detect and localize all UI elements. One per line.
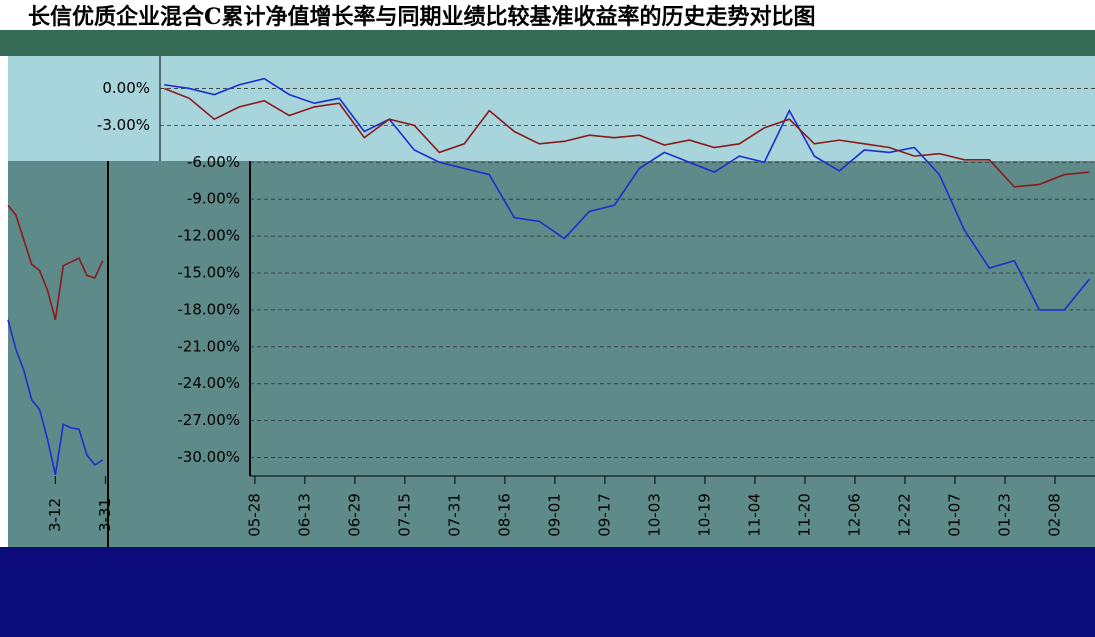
x-tick-label: 07-31 — [445, 493, 463, 537]
x-tick-label: 12-06 — [845, 493, 863, 537]
chart-title: 长信优质企业混合C累计净值增长率与同期业绩比较基准收益率的历史走势对比图 — [28, 4, 816, 30]
x-tick-label: 06-13 — [295, 493, 313, 537]
x-tick-label: 11-04 — [745, 493, 763, 537]
x-tick-label: 02-08 — [1045, 493, 1063, 537]
x-tick-label: 10-19 — [695, 493, 713, 537]
y-tick-label: 0.00% — [102, 79, 150, 97]
bottom-band — [0, 547, 1095, 637]
main-panel — [108, 161, 1095, 547]
x-tick-label: 01-23 — [995, 493, 1013, 537]
x-tick-label: 08-16 — [495, 493, 513, 537]
x-tick-label: 05-28 — [245, 493, 263, 537]
y-tick-label: -21.00% — [177, 337, 240, 355]
x-tick-label: 3-31 — [96, 498, 114, 532]
y-tick-label: -27.00% — [177, 411, 240, 429]
title-strip — [0, 30, 1095, 56]
y-tick-label: -18.00% — [177, 300, 240, 318]
x-tick-label: 01-07 — [945, 493, 963, 537]
x-tick-label: 10-03 — [645, 493, 663, 537]
left-panel — [8, 161, 108, 547]
x-tick-label: 12-22 — [895, 493, 913, 537]
y-tick-label: -30.00% — [177, 448, 240, 466]
top-panel — [8, 56, 1095, 161]
y-tick-label: -9.00% — [187, 190, 240, 208]
x-tick-label: 09-17 — [595, 493, 613, 537]
x-tick-label: 09-01 — [545, 493, 563, 537]
y-tick-label: -6.00% — [187, 153, 240, 171]
x-tick-label: 06-29 — [345, 493, 363, 537]
y-tick-label: -15.00% — [177, 264, 240, 282]
chart: 长信优质企业混合C累计净值增长率与同期业绩比较基准收益率的历史走势对比图 0.0… — [0, 0, 1095, 637]
x-tick-label: 07-15 — [395, 493, 413, 537]
y-tick-label: -24.00% — [177, 374, 240, 392]
x-tick-label: 11-20 — [795, 493, 813, 537]
y-tick-label: -3.00% — [97, 116, 150, 134]
y-tick-label: -12.00% — [177, 227, 240, 245]
x-tick-label: 3-12 — [46, 498, 64, 532]
